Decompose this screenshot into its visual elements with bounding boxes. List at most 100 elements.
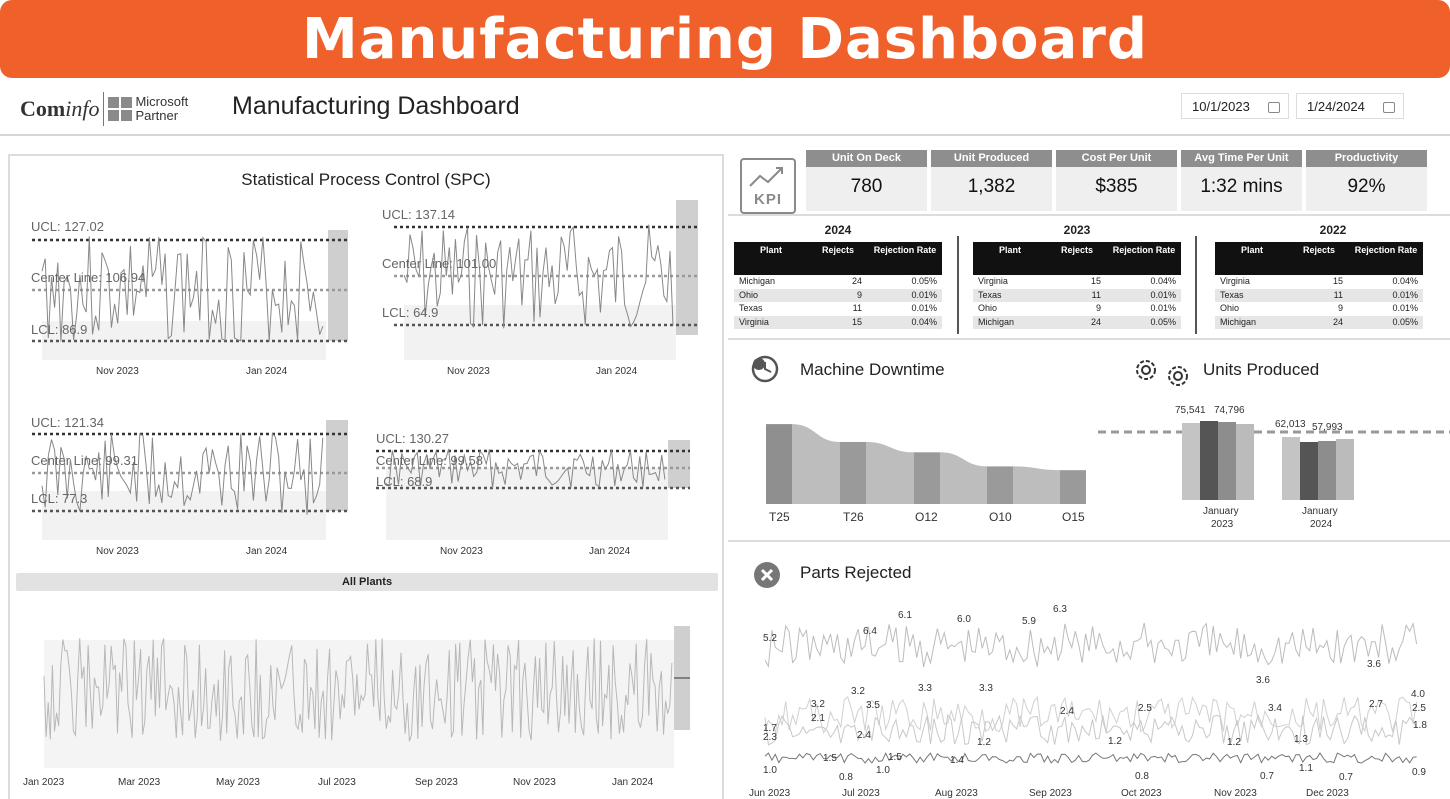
data-label: 2.5 <box>1138 703 1152 714</box>
table-row: Michigan 24 0.05% <box>973 315 1181 329</box>
x-tick: 2023 <box>1211 519 1234 530</box>
kpi-card-cost-per-unit: Cost Per Unit $385 <box>1056 150 1177 211</box>
x-tick: Jan 2024 <box>246 546 288 557</box>
table-cell-rejects: 11 <box>1333 289 1343 300</box>
cominfo-logo: Cominfo Microsoft Partner <box>20 92 188 126</box>
table-cell-rate: 0.01% <box>1150 289 1176 300</box>
calendar-icon <box>1383 102 1395 113</box>
units-bar <box>1318 441 1336 500</box>
table-row: Virginia 15 0.04% <box>1215 275 1423 289</box>
units-bar <box>1236 424 1254 500</box>
table-row: Texas 11 0.01% <box>1215 288 1423 302</box>
microsoft-logo-icon <box>108 97 133 121</box>
column-header-plant[interactable]: Plant <box>759 245 782 255</box>
parts-rejected-chart <box>764 621 1418 764</box>
x-tick: Nov 2023 <box>440 546 483 557</box>
x-tick: January <box>1302 506 1338 517</box>
table-row: Michigan 24 0.05% <box>1215 315 1423 329</box>
downtime-bar <box>914 452 940 504</box>
x-tick: Aug 2023 <box>935 788 978 799</box>
report-header: Cominfo Microsoft Partner Manufacturing D… <box>0 84 1450 136</box>
column-header-rate[interactable]: Rejection Rate <box>873 245 937 255</box>
center-line-label: Center Line: 99.58 <box>376 453 483 468</box>
data-label: 5.9 <box>1022 616 1036 627</box>
downtime-ribbon <box>940 452 987 504</box>
data-label: 2.5 <box>1412 703 1426 714</box>
column-header-rejects[interactable]: Rejects <box>1302 245 1336 255</box>
downtime-ribbon <box>866 441 914 504</box>
table-cell-rejects: 9 <box>1095 303 1101 313</box>
column-header-plant[interactable]: Plant <box>1240 245 1263 255</box>
bar-data-label: 75,541 <box>1175 405 1206 416</box>
data-label: 1.2 <box>1227 737 1241 748</box>
parts-rejected-series <box>764 752 1417 764</box>
data-label: 1.3 <box>1294 734 1308 745</box>
start-date-picker[interactable]: 10/1/2023 <box>1181 93 1289 119</box>
table-cell-rejects: 9 <box>856 289 862 300</box>
rejection-table: Plant Rejects Rejection Rate Michigan 24 0.05… <box>734 242 942 329</box>
table-row: Virginia 15 0.04% <box>973 275 1181 289</box>
banner-title: Manufacturing Dashboard <box>301 6 1149 72</box>
table-cell-plant: Ohio <box>978 303 998 313</box>
clock-icon <box>751 355 779 383</box>
data-label: 3.2 <box>811 699 825 710</box>
data-label: 6.4 <box>863 626 877 637</box>
units-bar <box>1218 422 1236 500</box>
table-cell-plant: Michigan <box>739 276 776 286</box>
data-label: 6.1 <box>898 610 912 621</box>
column-header-rejects[interactable]: Rejects <box>1060 245 1094 255</box>
table-cell-rejects: 11 <box>852 303 862 313</box>
table-cell-rate: 0.01% <box>1392 303 1418 313</box>
kpi-card-avg-time: Avg Time Per Unit 1:32 mins <box>1181 150 1302 211</box>
data-label: 1.5 <box>888 752 902 763</box>
x-tick: O15 <box>1062 510 1085 524</box>
table-cell-rate: 0.04% <box>911 316 937 327</box>
data-label: 0.7 <box>1339 772 1353 783</box>
table-header: Plant Rejects Rejection Rate <box>973 242 1181 275</box>
ucl-label: UCL: 130.27 <box>376 431 449 446</box>
x-tick: Nov 2023 <box>513 777 556 788</box>
column-header-rate[interactable]: Rejection Rate <box>1112 245 1176 255</box>
table-cell-rejects: 24 <box>1090 316 1101 327</box>
table-cell-plant: Virginia <box>739 316 769 327</box>
column-header-rate[interactable]: Rejection Rate <box>1354 245 1418 255</box>
rejection-table: Plant Rejects Rejection Rate Virginia 15 0.04… <box>1215 242 1423 329</box>
data-label: 3.2 <box>851 686 865 697</box>
downtime-bar <box>766 424 792 504</box>
reject-x-icon <box>754 562 780 588</box>
data-label: 3.6 <box>1256 675 1270 686</box>
units-produced-chart <box>1098 421 1450 500</box>
bar-data-label: 62,013 <box>1275 419 1306 430</box>
table-cell-rejects: 15 <box>1332 276 1343 286</box>
table-row: Ohio 9 0.01% <box>734 288 942 302</box>
table-row: Texas 11 0.01% <box>973 288 1181 302</box>
gears-icon <box>1136 360 1188 386</box>
lcl-label: LCL: 64.9 <box>382 305 439 320</box>
x-tick: Oct 2023 <box>1121 788 1162 799</box>
table-cell-rate: 0.05% <box>1150 316 1176 327</box>
table-row: Ohio 9 0.01% <box>1215 302 1423 316</box>
units-bar <box>1336 439 1354 500</box>
calendar-icon <box>1268 102 1280 113</box>
data-label: 2.7 <box>1369 699 1383 710</box>
table-cell-rejects: 24 <box>1332 316 1343 327</box>
x-tick: Nov 2023 <box>447 366 490 377</box>
table-cell-rate: 0.01% <box>911 303 937 313</box>
end-date-picker[interactable]: 1/24/2024 <box>1296 93 1404 119</box>
downtime-title: Machine Downtime <box>800 360 945 379</box>
data-label: 1.2 <box>977 737 991 748</box>
column-header-rejects[interactable]: Rejects <box>821 245 855 255</box>
data-label: 3.5 <box>866 700 880 711</box>
x-tick: Sep 2023 <box>1029 788 1072 799</box>
parts-rejected-series <box>764 621 1418 668</box>
ucl-label: UCL: 127.02 <box>31 219 104 234</box>
data-label: 0.7 <box>1260 771 1274 782</box>
data-label: 1.4 <box>950 755 964 766</box>
data-label: 0.8 <box>1135 771 1149 782</box>
kpi-icon: KPI <box>740 158 796 214</box>
units-bar <box>1182 423 1200 500</box>
column-header-plant[interactable]: Plant <box>998 245 1021 255</box>
spc-title: Statistical Process Control (SPC) <box>241 170 491 189</box>
table-cell-plant: Virginia <box>978 276 1008 286</box>
lcl-label: LCL: 77.3 <box>31 491 88 506</box>
